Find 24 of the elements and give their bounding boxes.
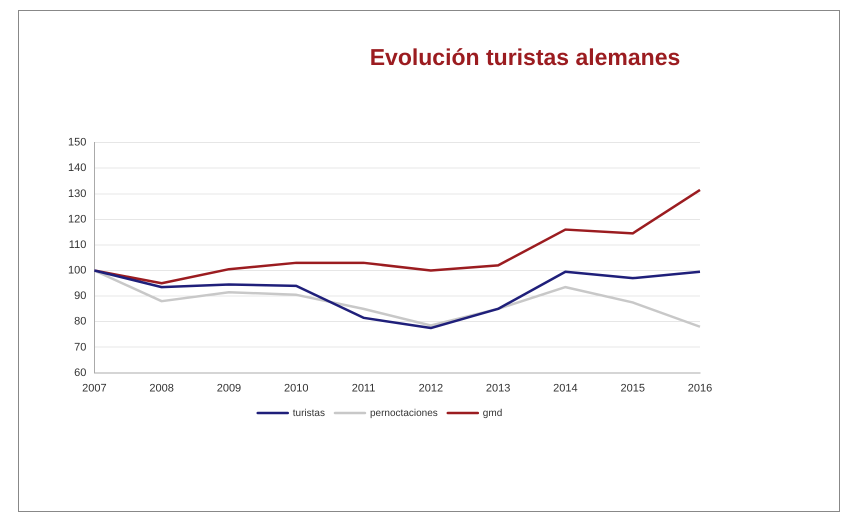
- x-tick-label: 2007: [82, 382, 107, 394]
- x-tick-label: 2008: [149, 382, 174, 394]
- x-tick-label: 2016: [688, 382, 712, 394]
- x-tick-label: 2010: [284, 382, 308, 394]
- y-tick-label: 100: [68, 264, 86, 277]
- x-tick-label: 2009: [216, 382, 242, 394]
- x-tick-label: 2013: [486, 382, 510, 394]
- y-tick-label: 150: [68, 136, 86, 149]
- legend-label: gmd: [482, 408, 502, 419]
- x-tick-label: 2015: [620, 382, 645, 394]
- legend-label: pernoctaciones: [370, 408, 438, 419]
- y-tick-label: 140: [68, 162, 86, 174]
- x-tick-label: 2014: [553, 382, 578, 394]
- chart-title: Evolución turistas alemanes: [368, 44, 682, 71]
- legend-label: turistas: [292, 408, 325, 419]
- y-tick-label: 110: [68, 238, 86, 251]
- y-tick-label: 60: [74, 366, 86, 379]
- x-tick-label: 2012: [418, 382, 444, 394]
- y-tick-label: 90: [74, 290, 86, 302]
- y-tick-label: 130: [68, 188, 86, 200]
- y-tick-label: 80: [74, 316, 86, 328]
- y-tick-label: 70: [74, 341, 86, 354]
- x-tick-label: 2011: [352, 382, 376, 394]
- y-tick-label: 120: [68, 213, 86, 226]
